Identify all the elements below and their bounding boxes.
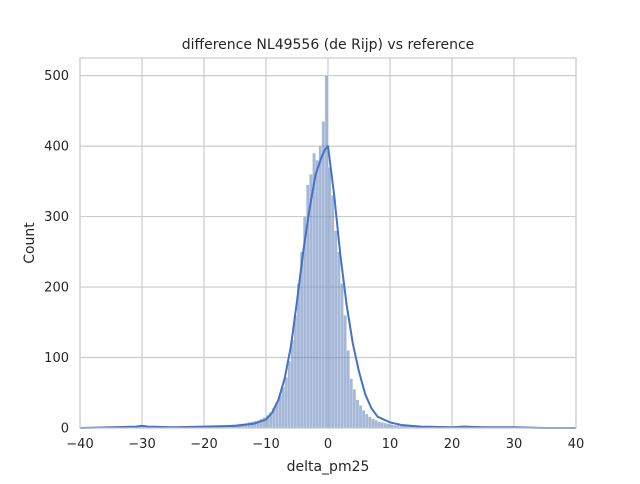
histogram-bar xyxy=(380,422,384,429)
plot-frame xyxy=(79,57,577,429)
y-axis-label: Count xyxy=(22,222,38,264)
histogram-bar xyxy=(287,360,291,429)
x-tick-label: −20 xyxy=(190,437,217,452)
x-tick-label: −10 xyxy=(252,437,279,452)
histogram-bar xyxy=(281,386,285,429)
histogram-bar xyxy=(361,410,366,429)
histogram-bar xyxy=(330,195,335,429)
histogram-bar xyxy=(343,315,347,429)
histogram-bar xyxy=(352,389,357,429)
histogram-bar xyxy=(340,283,344,429)
chart-title: difference NL49556 (de Rijp) vs referenc… xyxy=(182,37,475,53)
x-axis-ticks: −40 −30 −20 −10 0 10 20 30 40 xyxy=(66,437,584,452)
histogram-bar xyxy=(358,405,363,429)
histogram-bar xyxy=(349,378,353,429)
x-tick-label: 40 xyxy=(568,437,585,452)
histogram-bar xyxy=(284,377,288,429)
x-tick-label: 10 xyxy=(382,437,399,452)
histogram-bar xyxy=(371,418,375,429)
y-tick-label: 300 xyxy=(44,210,69,225)
y-axis-ticks: 0 100 200 300 400 500 xyxy=(44,69,69,436)
histogram-bar xyxy=(315,160,319,429)
histogram-bar xyxy=(337,251,341,429)
kde-curve xyxy=(79,145,576,429)
y-tick-label: 0 xyxy=(61,422,69,437)
histogram-bars xyxy=(98,75,561,429)
histogram-bar xyxy=(383,422,388,429)
histogram-bar xyxy=(355,399,360,429)
histogram-bar xyxy=(368,416,372,429)
histogram-bar xyxy=(318,145,322,429)
histogram-bar xyxy=(374,420,378,429)
histogram-bar xyxy=(324,75,329,429)
y-tick-label: 500 xyxy=(44,69,69,84)
histogram-bar xyxy=(321,121,326,429)
histogram-bar xyxy=(386,423,391,429)
histogram-bar xyxy=(377,421,381,429)
x-tick-label: −40 xyxy=(66,437,93,452)
x-tick-label: 0 xyxy=(324,437,332,452)
histogram-bar xyxy=(334,230,338,429)
histogram-bar xyxy=(293,315,298,429)
histogram-bar xyxy=(327,167,332,429)
histogram-bar xyxy=(365,413,369,429)
x-tick-label: −30 xyxy=(128,437,155,452)
y-tick-label: 400 xyxy=(44,140,69,155)
x-tick-label: 30 xyxy=(506,437,523,452)
histogram-bar xyxy=(296,283,301,429)
x-tick-label: 20 xyxy=(444,437,461,452)
histogram-bar xyxy=(290,339,295,429)
y-tick-label: 200 xyxy=(44,281,69,296)
x-axis-label: delta_pm25 xyxy=(287,459,370,475)
y-tick-label: 100 xyxy=(44,351,69,366)
histogram-bar xyxy=(346,350,350,429)
